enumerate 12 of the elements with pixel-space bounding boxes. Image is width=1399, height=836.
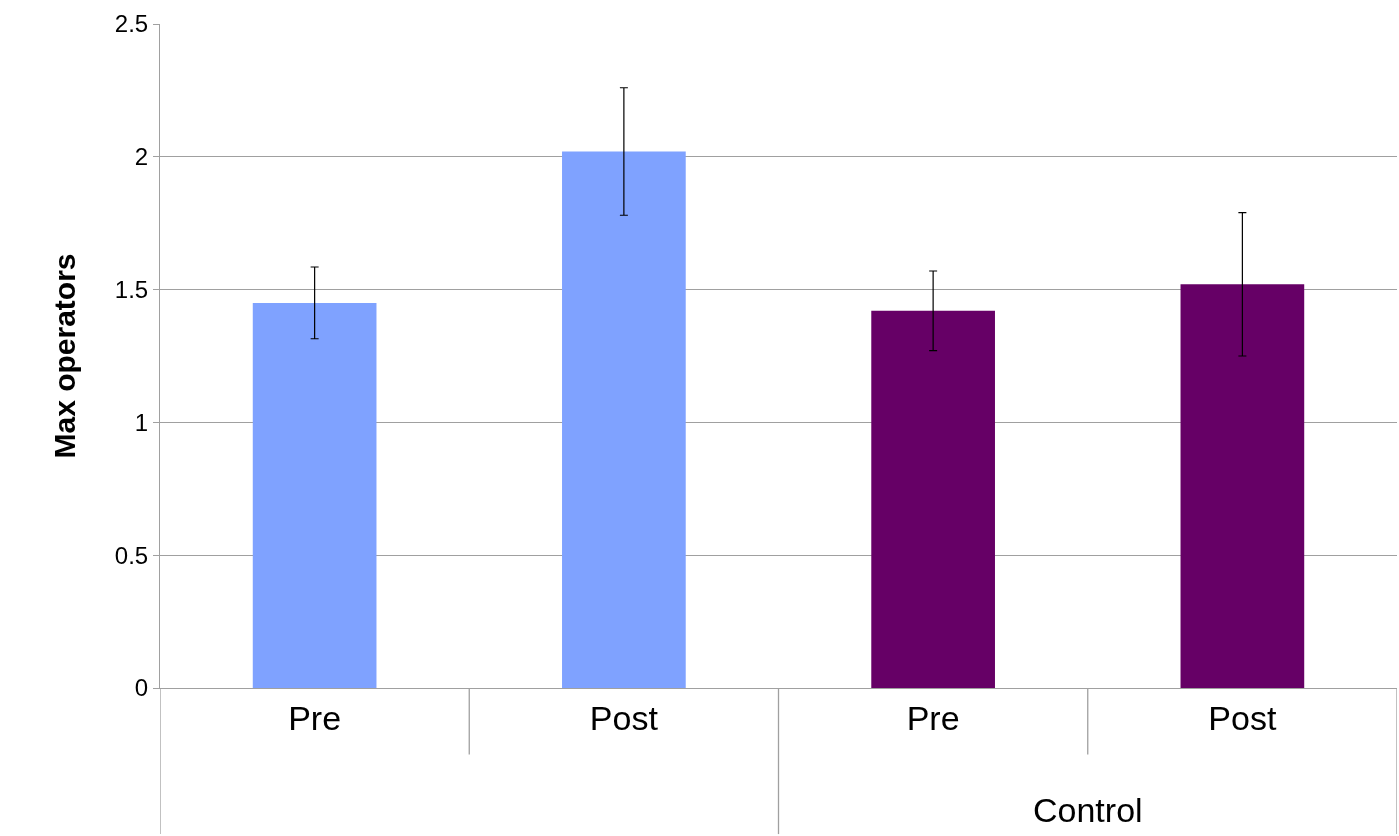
y-tick-label: 0 <box>134 674 149 702</box>
y-tick-label: 2.5 <box>114 10 149 38</box>
y-tick-label: 1 <box>134 408 149 436</box>
x-tick-label: Pre <box>906 698 960 737</box>
x-tick-label: Post <box>589 698 659 737</box>
y-axis-title: Max operators <box>47 253 81 459</box>
y-tick-label: 0.5 <box>114 541 149 569</box>
text: Control <box>1033 791 1143 829</box>
x-tick-label: Pre <box>288 698 342 737</box>
y-tick-label: 2 <box>134 143 149 171</box>
y-tick-label: 1.5 <box>114 276 149 303</box>
x-tick-label: Post <box>1208 698 1277 737</box>
